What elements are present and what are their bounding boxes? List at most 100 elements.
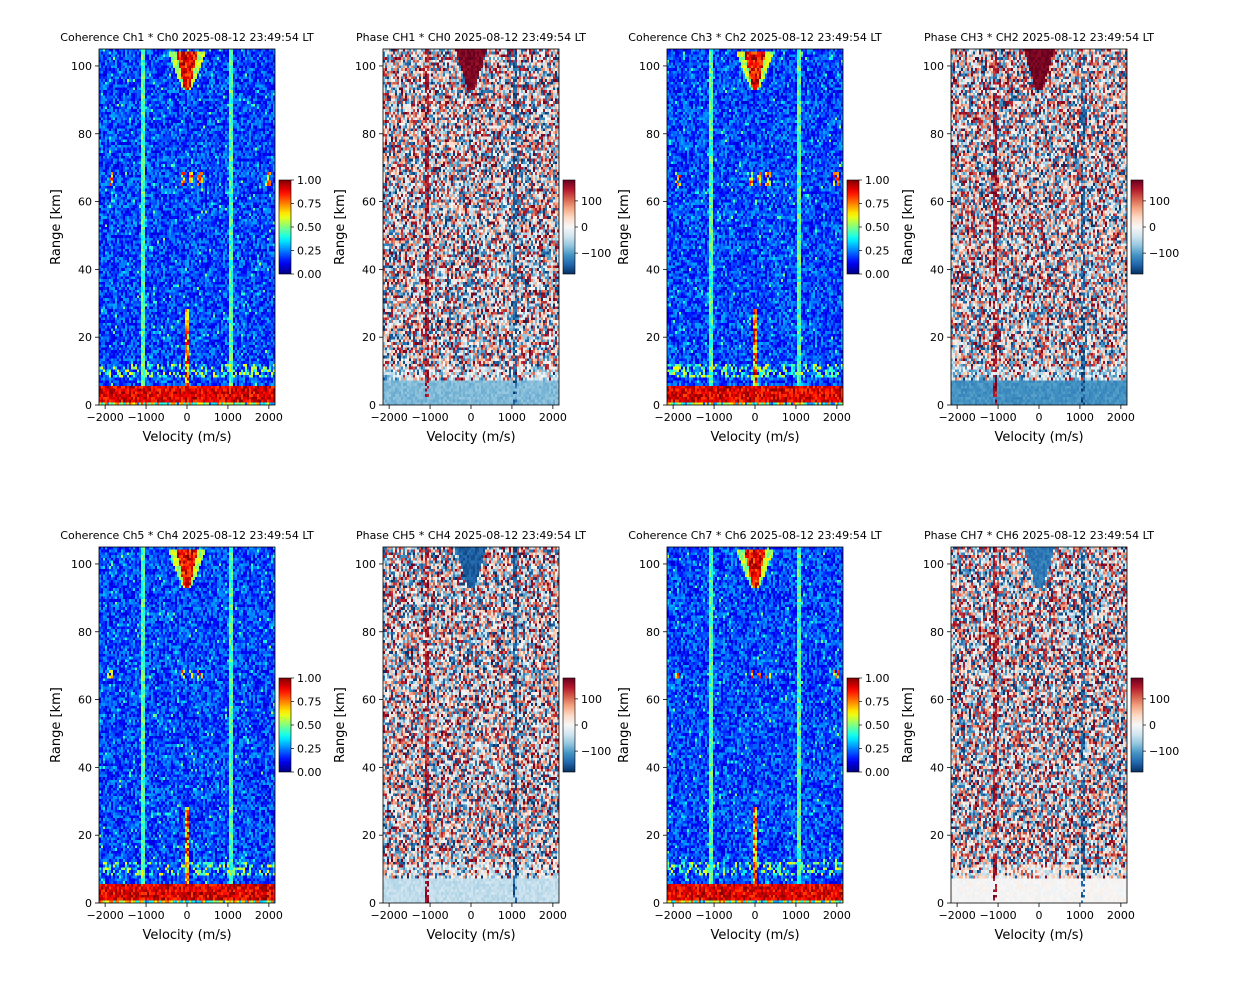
y-axis-label: Range [km]: [333, 687, 348, 763]
subplot-8: Phase CH7 * CH6 2025-08-12 23:49:54 LT −2…: [901, 529, 1179, 943]
colorbar-tick-label: 0.75: [865, 696, 890, 709]
x-tick-label: −1000: [695, 411, 732, 424]
y-tick-label: 20: [78, 829, 92, 842]
colorbar-tick-label: 100: [1149, 195, 1170, 208]
colorbar-tick-label: −100: [1149, 247, 1179, 260]
heatmap-image: [383, 49, 559, 405]
x-axis-label: Velocity (m/s): [994, 928, 1083, 943]
subplot-title: Coherence Ch3 * Ch2 2025-08-12 23:49:54 …: [628, 31, 882, 44]
x-tick-label: 2000: [539, 909, 567, 922]
y-tick-label: 0: [937, 399, 944, 412]
x-axis-label: Velocity (m/s): [142, 928, 231, 943]
y-tick-label: 40: [78, 761, 92, 774]
colorbar-tick-label: 100: [581, 195, 602, 208]
subplot-4: Phase CH3 * CH2 2025-08-12 23:49:54 LT −2…: [901, 31, 1179, 445]
y-tick-label: 20: [78, 331, 92, 344]
y-tick-label: 40: [78, 263, 92, 276]
subplot-1: Coherence Ch1 * Ch0 2025-08-12 23:49:54 …: [49, 31, 322, 445]
y-tick-label: 60: [646, 694, 660, 707]
x-tick-label: 1000: [498, 909, 526, 922]
x-axis-label: Velocity (m/s): [710, 430, 799, 445]
colorbar-tick-label: 0.25: [865, 743, 890, 756]
x-tick-label: 2000: [1107, 411, 1135, 424]
x-tick-label: 0: [468, 411, 475, 424]
y-tick-label: 20: [930, 331, 944, 344]
y-tick-label: 60: [78, 196, 92, 209]
colorbar-tick-label: 0.50: [865, 719, 890, 732]
colorbar-tick-label: 0: [1149, 221, 1156, 234]
x-axis-label: Velocity (m/s): [994, 430, 1083, 445]
x-tick-label: −1000: [411, 411, 448, 424]
x-tick-label: −1000: [979, 909, 1016, 922]
colorbar-tick-label: 0.25: [297, 743, 322, 756]
colorbar-tick-label: −100: [581, 247, 611, 260]
y-tick-label: 80: [930, 128, 944, 141]
y-tick-label: 100: [355, 558, 376, 571]
y-tick-label: 80: [930, 626, 944, 639]
subplot-title: Coherence Ch5 * Ch4 2025-08-12 23:49:54 …: [60, 529, 314, 542]
subplot-title: Coherence Ch7 * Ch6 2025-08-12 23:49:54 …: [628, 529, 882, 542]
subplot-2: Phase CH1 * CH0 2025-08-12 23:49:54 LT −2…: [333, 31, 611, 445]
x-tick-label: 0: [1036, 411, 1043, 424]
y-tick-label: 0: [653, 399, 660, 412]
x-tick-label: −2000: [939, 411, 976, 424]
x-tick-label: −1000: [127, 411, 164, 424]
y-axis-label: Range [km]: [49, 687, 64, 763]
x-tick-label: 2000: [1107, 909, 1135, 922]
x-tick-label: 1000: [214, 411, 242, 424]
y-tick-label: 80: [646, 128, 660, 141]
x-tick-label: 1000: [498, 411, 526, 424]
subplot-title: Phase CH5 * CH4 2025-08-12 23:49:54 LT: [356, 529, 586, 542]
x-tick-label: −2000: [655, 411, 692, 424]
colorbar-tick-label: 0: [581, 221, 588, 234]
colorbar-tick-label: 0.50: [297, 221, 322, 234]
y-tick-label: 100: [923, 558, 944, 571]
x-tick-label: 2000: [539, 411, 567, 424]
colorbar-tick-label: 0.75: [865, 198, 890, 211]
y-tick-label: 40: [362, 263, 376, 276]
colorbar-tick-label: 0.00: [865, 268, 890, 281]
x-tick-label: −2000: [87, 411, 124, 424]
x-tick-label: −2000: [371, 411, 408, 424]
colorbar-tick-label: 0.75: [297, 198, 322, 211]
y-tick-label: 80: [78, 128, 92, 141]
colorbar-tick-label: 1.00: [297, 672, 322, 685]
heatmap-image: [667, 547, 843, 903]
x-tick-label: 1000: [214, 909, 242, 922]
x-tick-label: −1000: [411, 909, 448, 922]
y-tick-label: 0: [937, 897, 944, 910]
x-axis-label: Velocity (m/s): [426, 928, 515, 943]
y-tick-label: 60: [78, 694, 92, 707]
subplot-title: Phase CH7 * CH6 2025-08-12 23:49:54 LT: [924, 529, 1154, 542]
heatmap-image: [99, 49, 275, 405]
colorbar-tick-label: 0: [1149, 719, 1156, 732]
x-tick-label: 2000: [255, 909, 283, 922]
y-tick-label: 20: [646, 331, 660, 344]
y-tick-label: 80: [362, 128, 376, 141]
y-axis-label: Range [km]: [901, 687, 916, 763]
y-axis-label: Range [km]: [617, 189, 632, 265]
y-tick-label: 100: [355, 60, 376, 73]
y-axis-label: Range [km]: [333, 189, 348, 265]
y-tick-label: 20: [646, 829, 660, 842]
y-tick-label: 0: [369, 897, 376, 910]
subplot-3: Coherence Ch3 * Ch2 2025-08-12 23:49:54 …: [617, 31, 890, 445]
x-tick-label: 1000: [782, 411, 810, 424]
y-tick-label: 60: [362, 694, 376, 707]
x-tick-label: 0: [752, 411, 759, 424]
x-tick-label: 0: [184, 411, 191, 424]
y-tick-label: 80: [78, 626, 92, 639]
y-tick-label: 20: [362, 829, 376, 842]
colorbar-tick-label: 0.00: [297, 268, 322, 281]
y-tick-label: 20: [362, 331, 376, 344]
x-axis-label: Velocity (m/s): [426, 430, 515, 445]
y-tick-label: 40: [362, 761, 376, 774]
x-tick-label: 0: [1036, 909, 1043, 922]
y-tick-label: 40: [930, 263, 944, 276]
colorbar-tick-label: 1.00: [297, 174, 322, 187]
subplot-6: Phase CH5 * CH4 2025-08-12 23:49:54 LT −2…: [333, 529, 611, 943]
x-axis-label: Velocity (m/s): [710, 928, 799, 943]
x-tick-label: −2000: [371, 909, 408, 922]
y-axis-label: Range [km]: [617, 687, 632, 763]
